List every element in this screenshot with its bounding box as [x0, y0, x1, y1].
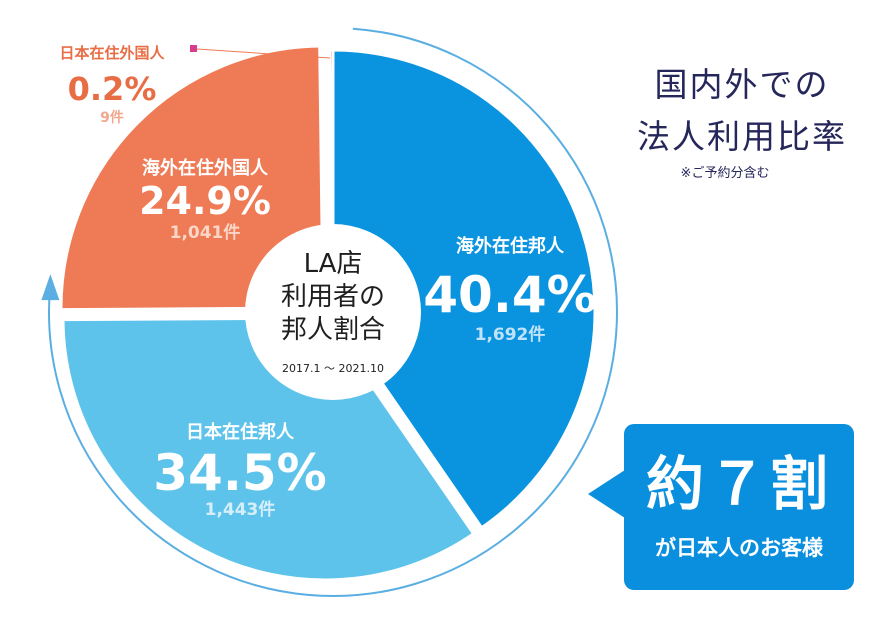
- callout-pointer: [588, 468, 628, 520]
- callout-box: 約７割 が日本人のお客様: [624, 424, 854, 590]
- pie-slice-1: [331, 48, 597, 530]
- pie-slice-3: [59, 44, 325, 312]
- title-note: ※ご予約分含む: [680, 166, 770, 181]
- slice-label-name-1: 海外在住邦人: [456, 235, 565, 257]
- center-period: 2017.1 〜 2021.10: [282, 362, 384, 375]
- slice-label-count-3: 1,041件: [170, 222, 241, 243]
- slice-label-name-4: 日本在住外国人: [59, 44, 165, 62]
- slice-label-count-4: 9件: [100, 109, 124, 126]
- share-arc-line: [48, 27, 618, 597]
- tiny-slice-leader: [196, 48, 331, 59]
- callout-sub: が日本人のお客様: [655, 536, 823, 560]
- slice-label-percent-4: 0.2%: [68, 70, 157, 108]
- pie-slice-2: [61, 316, 476, 582]
- slice-label-name-3: 海外在住外国人: [142, 157, 269, 179]
- center-line-2: 利用者の: [281, 282, 385, 312]
- title-line-1: 国内外での: [654, 65, 830, 104]
- slice-label-percent-3: 24.9%: [139, 179, 271, 223]
- tiny-slice-marker: [190, 45, 197, 52]
- slice-label-count-2: 1,443件: [205, 499, 276, 520]
- center-line-3: 邦人割合: [281, 315, 385, 345]
- title-line-2: 法人利用比率: [637, 117, 847, 156]
- slice-label-percent-1: 40.4%: [423, 266, 596, 324]
- callout-main: 約７割: [645, 450, 832, 518]
- slice-label-count-1: 1,692件: [475, 324, 546, 345]
- center-line-1: LA店: [304, 249, 363, 279]
- center-circle: [245, 224, 421, 400]
- share-arc-arrowhead: [41, 274, 60, 301]
- slice-label-percent-2: 34.5%: [153, 444, 326, 502]
- slice-label-name-2: 日本在住邦人: [186, 421, 295, 443]
